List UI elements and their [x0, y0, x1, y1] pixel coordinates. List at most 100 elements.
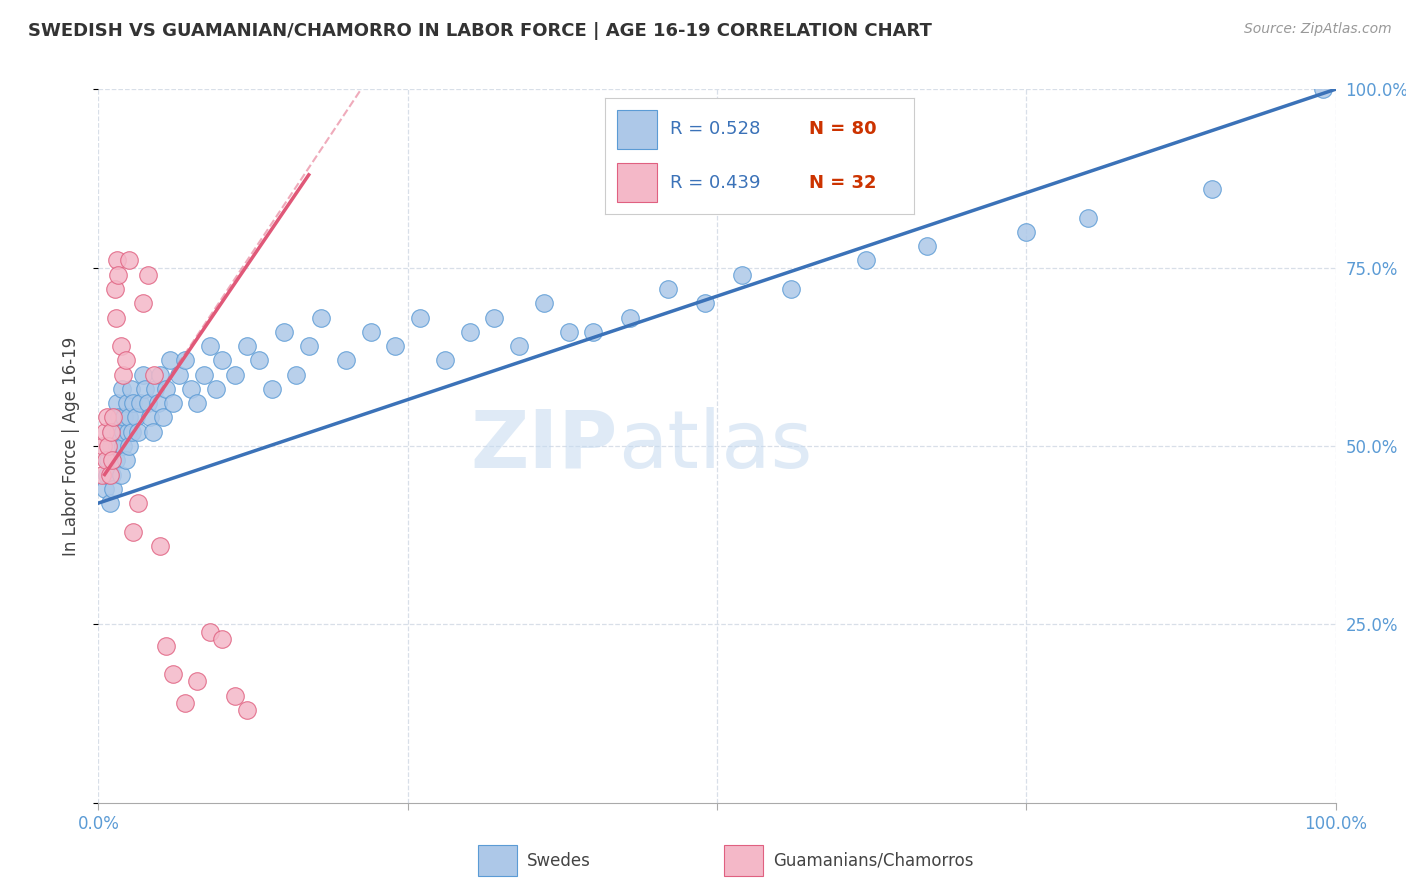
- Point: [146, 396, 169, 410]
- Point: [298, 339, 321, 353]
- Text: Swedes: Swedes: [527, 852, 591, 870]
- Point: [110, 467, 132, 482]
- Point: [97, 439, 120, 453]
- Point: [152, 410, 174, 425]
- Point: [103, 482, 125, 496]
- Point: [100, 425, 122, 439]
- Text: SWEDISH VS GUAMANIAN/CHAMORRO IN LABOR FORCE | AGE 16-19 CORRELATION CHART: SWEDISH VS GUAMANIAN/CHAMORRO IN LABOR F…: [28, 22, 932, 40]
- Text: N = 80: N = 80: [808, 120, 876, 138]
- Point: [167, 368, 190, 382]
- Point: [127, 425, 149, 439]
- Point: [458, 325, 481, 339]
- Point: [118, 410, 141, 425]
- Point: [136, 268, 159, 282]
- Point: [174, 696, 197, 710]
- Point: [1015, 225, 1038, 239]
- Point: [117, 425, 139, 439]
- Point: [533, 296, 555, 310]
- Point: [107, 268, 129, 282]
- Point: [105, 439, 128, 453]
- Point: [180, 382, 202, 396]
- Bar: [724, 846, 763, 876]
- Point: [104, 453, 127, 467]
- Point: [155, 639, 177, 653]
- Point: [433, 353, 456, 368]
- Y-axis label: In Labor Force | Age 16-19: In Labor Force | Age 16-19: [62, 336, 80, 556]
- Point: [112, 439, 135, 453]
- Point: [96, 410, 118, 425]
- Point: [105, 396, 128, 410]
- Point: [211, 353, 233, 368]
- Point: [409, 310, 432, 325]
- Point: [186, 396, 208, 410]
- Text: R = 0.439: R = 0.439: [669, 174, 761, 192]
- Text: R = 0.528: R = 0.528: [669, 120, 759, 138]
- Point: [136, 396, 159, 410]
- Point: [198, 624, 221, 639]
- Point: [103, 410, 125, 425]
- Point: [582, 325, 605, 339]
- Point: [285, 368, 308, 382]
- Point: [143, 368, 166, 382]
- Point: [139, 410, 162, 425]
- Point: [94, 453, 117, 467]
- Point: [110, 339, 132, 353]
- Point: [115, 396, 138, 410]
- Point: [112, 368, 135, 382]
- Point: [91, 467, 114, 482]
- Point: [162, 667, 184, 681]
- Point: [120, 382, 142, 396]
- Point: [105, 253, 128, 268]
- Point: [114, 353, 136, 368]
- Point: [309, 310, 332, 325]
- Point: [93, 439, 115, 453]
- Point: [159, 353, 181, 368]
- Text: N = 32: N = 32: [808, 174, 876, 192]
- Point: [134, 382, 156, 396]
- Point: [122, 396, 145, 410]
- Point: [132, 368, 155, 382]
- Point: [127, 496, 149, 510]
- Point: [149, 368, 172, 382]
- Point: [193, 368, 215, 382]
- Point: [917, 239, 939, 253]
- Point: [260, 382, 283, 396]
- Text: Source: ZipAtlas.com: Source: ZipAtlas.com: [1244, 22, 1392, 37]
- Point: [101, 467, 124, 482]
- Point: [93, 482, 115, 496]
- Point: [211, 632, 233, 646]
- Point: [1077, 211, 1099, 225]
- Point: [247, 353, 270, 368]
- Point: [205, 382, 228, 396]
- Point: [224, 368, 246, 382]
- Point: [557, 325, 579, 339]
- Point: [118, 439, 141, 453]
- Point: [142, 425, 165, 439]
- Point: [162, 396, 184, 410]
- Point: [101, 453, 124, 467]
- Point: [98, 467, 121, 482]
- Point: [107, 425, 129, 439]
- Point: [112, 425, 135, 439]
- Point: [118, 253, 141, 268]
- Point: [693, 296, 716, 310]
- Point: [121, 425, 143, 439]
- Point: [132, 296, 155, 310]
- Point: [155, 382, 177, 396]
- Point: [360, 325, 382, 339]
- FancyBboxPatch shape: [617, 110, 657, 149]
- Text: atlas: atlas: [619, 407, 813, 485]
- Point: [100, 439, 122, 453]
- Point: [114, 453, 136, 467]
- FancyBboxPatch shape: [617, 163, 657, 202]
- Point: [384, 339, 406, 353]
- Point: [174, 353, 197, 368]
- Point: [96, 467, 118, 482]
- Text: ZIP: ZIP: [471, 407, 619, 485]
- Point: [855, 253, 877, 268]
- Bar: [478, 846, 517, 876]
- Point: [484, 310, 506, 325]
- Point: [1201, 182, 1223, 196]
- Point: [149, 539, 172, 553]
- Point: [103, 410, 125, 425]
